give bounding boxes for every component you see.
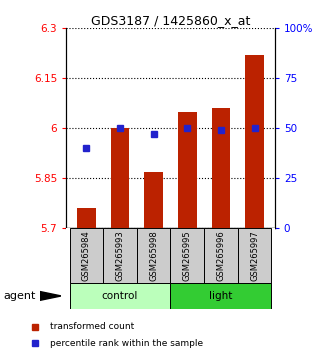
Bar	[178, 112, 197, 228]
Text: GSM265993: GSM265993	[116, 230, 124, 281]
Bar	[77, 208, 96, 228]
Bar	[170, 228, 204, 283]
Bar	[70, 228, 103, 283]
Bar	[70, 283, 170, 309]
Text: percentile rank within the sample: percentile rank within the sample	[50, 339, 203, 348]
Text: light: light	[209, 291, 233, 301]
Bar	[103, 228, 137, 283]
Bar	[144, 172, 163, 228]
Text: GSM265995: GSM265995	[183, 230, 192, 281]
Bar	[212, 108, 230, 228]
Text: GSM265998: GSM265998	[149, 230, 158, 281]
Text: agent: agent	[3, 291, 36, 301]
Bar	[238, 228, 271, 283]
Bar	[111, 128, 129, 228]
Bar	[137, 228, 170, 283]
Text: transformed count: transformed count	[50, 322, 134, 331]
Text: GSM265997: GSM265997	[250, 230, 259, 281]
Polygon shape	[40, 291, 61, 301]
Text: control: control	[102, 291, 138, 301]
Bar	[170, 283, 271, 309]
Title: GDS3187 / 1425860_x_at: GDS3187 / 1425860_x_at	[91, 14, 250, 27]
Bar	[204, 228, 238, 283]
Text: GSM265984: GSM265984	[82, 230, 91, 281]
Bar	[245, 55, 264, 228]
Text: GSM265996: GSM265996	[216, 230, 225, 281]
